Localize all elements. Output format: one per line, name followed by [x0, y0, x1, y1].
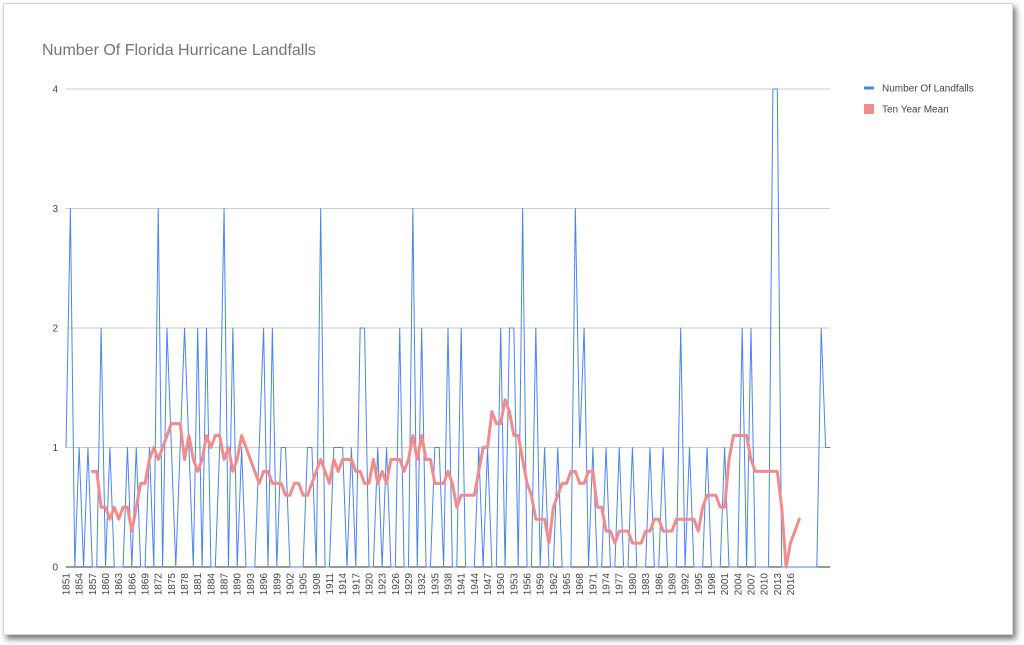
chart-title: Number Of Florida Hurricane Landfalls [42, 42, 316, 59]
x-tick-label: 1917 [351, 573, 362, 596]
x-tick-label: 1902 [285, 573, 296, 596]
y-tick-label: 3 [52, 204, 58, 215]
x-tick-label: 1974 [602, 573, 613, 596]
legend-swatch-ten-year-mean [864, 104, 874, 114]
x-tick-label: 1956 [523, 573, 534, 596]
x-tick-label: 1995 [694, 573, 705, 596]
x-tick-label: 2004 [733, 573, 744, 596]
x-tick-label: 1914 [338, 573, 349, 596]
x-tick-label: 1866 [127, 573, 138, 596]
x-tick-label: 1896 [259, 573, 270, 596]
x-tick-label: 1983 [641, 573, 652, 596]
x-tick-label: 1899 [272, 573, 283, 596]
x-tick-label: 2007 [746, 573, 757, 596]
x-tick-label: 2013 [773, 573, 784, 596]
x-tick-label: 1851 [62, 573, 73, 596]
y-tick-label: 0 [52, 563, 58, 574]
x-tick-label: 1920 [364, 573, 375, 596]
x-tick-label: 1881 [193, 573, 204, 596]
x-tick-label: 1923 [378, 573, 389, 596]
x-tick-label: 1992 [681, 573, 692, 596]
x-tick-label: 2001 [720, 573, 731, 596]
x-tick-label: 1893 [246, 573, 257, 596]
x-tick-label: 1971 [588, 573, 599, 596]
y-axis-ticks: 0 1 2 3 4 [52, 85, 58, 574]
x-axis-ticks: 1851 1854 1857 1860 1863 1866 1869 1872 1875 1878… [62, 573, 797, 596]
legend: Number Of Landfalls Ten Year Mean [864, 84, 974, 116]
x-tick-label: 2010 [760, 573, 771, 596]
x-tick-label: 1986 [654, 573, 665, 596]
x-tick-label: 1980 [628, 573, 639, 596]
x-tick-label: 1947 [483, 573, 494, 596]
legend-label: Number Of Landfalls [882, 84, 974, 95]
y-tick-label: 1 [52, 443, 58, 454]
x-tick-label: 1938 [444, 573, 455, 596]
x-tick-label: 1941 [457, 573, 468, 596]
series-line-landfalls [65, 88, 831, 568]
y-tick-label: 4 [52, 85, 58, 96]
x-tick-label: 1905 [299, 573, 310, 596]
x-tick-label: 1968 [575, 573, 586, 596]
x-tick-label: 1884 [206, 573, 217, 596]
x-tick-label: 1887 [220, 573, 231, 596]
x-tick-label: 1989 [667, 573, 678, 596]
x-tick-label: 1854 [75, 573, 86, 596]
x-tick-label: 1944 [470, 573, 481, 596]
x-tick-label: 1935 [430, 573, 441, 596]
x-tick-label: 1950 [496, 573, 507, 596]
x-tick-label: 2016 [786, 573, 797, 596]
series-line-ten-year-mean [90, 398, 801, 569]
x-tick-label: 1953 [509, 573, 520, 596]
legend-swatch-landfalls [864, 86, 874, 90]
x-tick-label: 1926 [391, 573, 402, 596]
x-tick-label: 1962 [549, 573, 560, 596]
x-tick-label: 1857 [88, 573, 99, 596]
x-tick-label: 1959 [536, 573, 547, 596]
x-tick-label: 1860 [101, 573, 112, 596]
x-tick-label: 1875 [167, 573, 178, 596]
x-tick-label: 1998 [707, 573, 718, 596]
x-tick-label: 1929 [404, 573, 415, 596]
x-tick-label: 1878 [180, 573, 191, 596]
chart-frame [3, 3, 1013, 635]
series-layer [65, 88, 831, 569]
x-tick-label: 1911 [325, 573, 336, 595]
y-tick-label: 2 [52, 324, 58, 335]
x-tick-label: 1965 [562, 573, 573, 596]
x-tick-label: 1977 [615, 573, 626, 596]
x-tick-label: 1932 [417, 573, 428, 596]
x-tick-label: 1872 [154, 573, 165, 596]
x-tick-label: 1863 [114, 573, 125, 596]
x-tick-label: 1908 [312, 573, 323, 596]
legend-label: Ten Year Mean [882, 105, 949, 116]
x-tick-label: 1869 [141, 573, 152, 596]
x-tick-label: 1890 [233, 573, 244, 596]
